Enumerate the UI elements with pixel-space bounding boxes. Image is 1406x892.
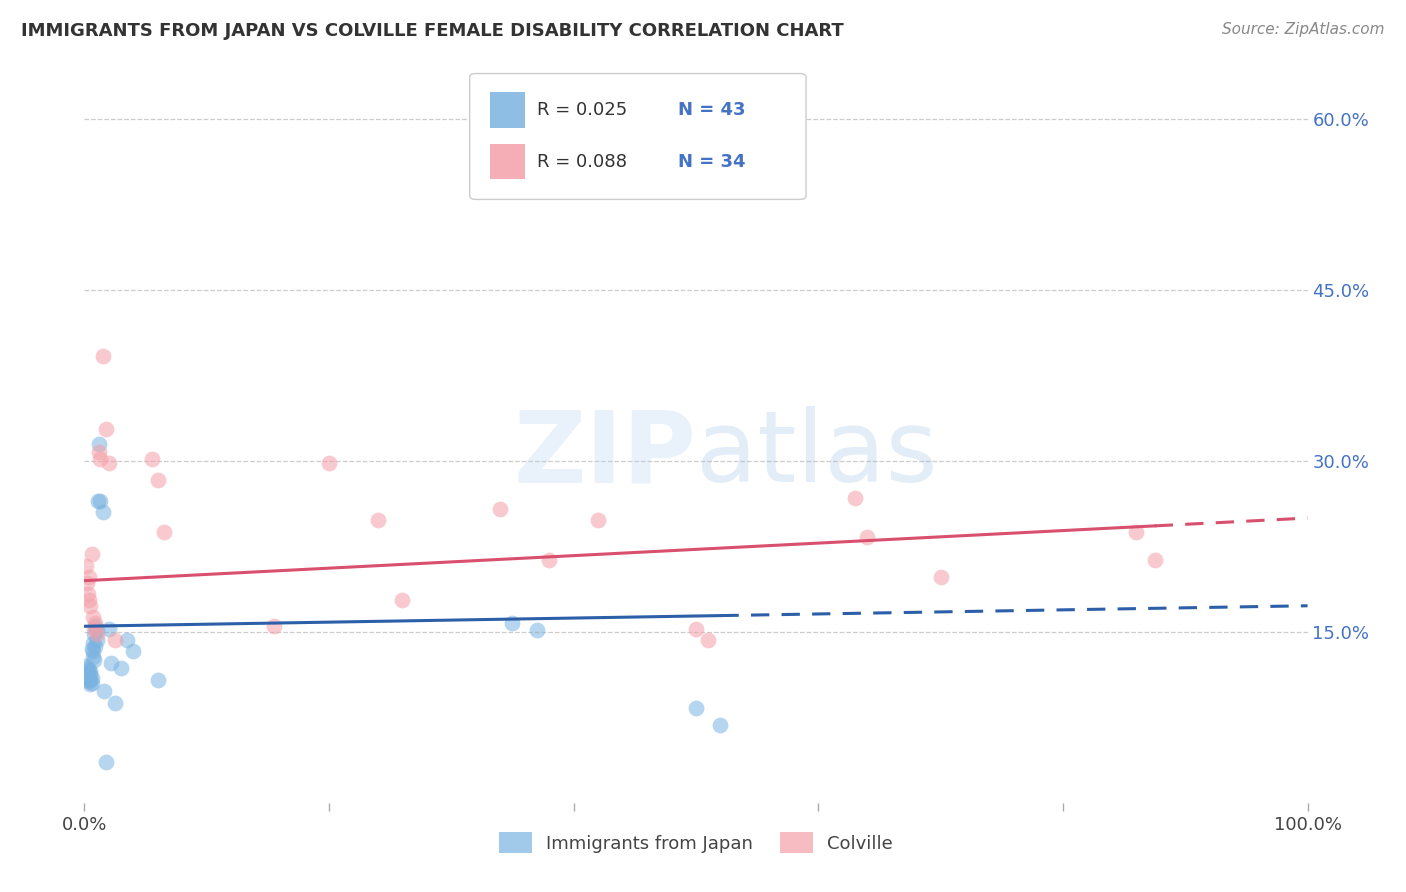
Text: R = 0.088: R = 0.088 [537,153,627,170]
Point [77,593,100,607]
Point [80,548,103,562]
Point [84,639,107,653]
Point [1125,524,1147,539]
Point [97,456,120,470]
Text: ZIP: ZIP [513,407,696,503]
Point [82,610,104,624]
Text: atlas: atlas [696,407,938,503]
Point [1143,553,1166,567]
Point [97,622,120,636]
Point [75,659,97,673]
Point [77,673,100,687]
Point [263,619,285,633]
Legend: Immigrants from Japan, Colville: Immigrants from Japan, Colville [492,825,900,861]
Point [844,491,866,505]
Point [146,474,169,488]
Point [586,513,609,527]
Point [318,456,340,470]
Point [80,676,103,690]
Point [79,599,101,613]
Point [83,622,105,636]
Point [538,553,561,567]
Point [91,505,114,519]
Point [75,558,97,573]
Point [84,615,107,630]
Point [685,622,707,636]
Point [82,650,104,665]
Point [77,587,100,601]
Point [367,513,389,527]
Point [83,627,105,641]
Point [110,661,132,675]
Point [929,570,952,584]
Text: Source: ZipAtlas.com: Source: ZipAtlas.com [1222,22,1385,37]
Point [77,570,100,584]
Point [79,668,101,682]
Point [489,502,512,516]
Point [80,642,103,657]
Point [100,656,122,670]
Point [77,668,100,682]
Point [87,437,110,451]
Point [153,524,176,539]
Point [87,445,110,459]
Point [79,664,101,678]
Point [77,673,100,688]
Point [91,349,114,363]
Point [526,623,548,637]
Point [86,623,108,637]
Point [80,671,103,685]
FancyBboxPatch shape [470,73,806,200]
Point [79,677,101,691]
Point [89,494,111,508]
Point [104,632,127,647]
Point [77,671,100,685]
Point [709,718,731,732]
Point [685,701,707,715]
Point [697,632,720,647]
Point [83,653,105,667]
Point [76,576,98,591]
FancyBboxPatch shape [491,144,524,179]
Point [122,644,145,658]
Point [82,644,104,658]
Point [856,530,879,544]
Point [76,671,98,685]
Text: IMMIGRANTS FROM JAPAN VS COLVILLE FEMALE DISABILITY CORRELATION CHART: IMMIGRANTS FROM JAPAN VS COLVILLE FEMALE… [21,22,844,40]
Point [115,632,138,647]
Text: N = 34: N = 34 [678,153,745,170]
Point [87,494,110,508]
Point [82,636,104,650]
Point [76,661,98,675]
Point [86,632,108,647]
Point [77,663,100,677]
Point [502,615,524,630]
Point [104,696,127,710]
Point [391,593,413,607]
Text: N = 43: N = 43 [678,101,745,119]
Point [96,755,118,769]
Point [146,673,169,687]
Point [141,451,163,466]
Point [89,451,111,466]
Point [79,673,101,687]
Point [77,665,100,679]
Point [86,627,108,641]
Text: R = 0.025: R = 0.025 [537,101,627,119]
FancyBboxPatch shape [491,92,524,128]
Point [96,422,118,436]
Point [93,684,115,698]
Point [84,619,107,633]
Point [75,667,97,681]
